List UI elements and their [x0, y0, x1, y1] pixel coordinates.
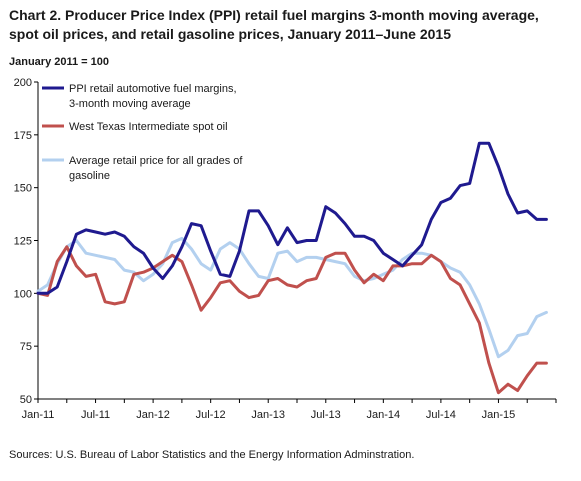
x-tick-label: Jan-12	[136, 409, 170, 421]
x-tick-label: Jan-15	[482, 409, 516, 421]
y-tick-label: 100	[14, 288, 32, 300]
legend-label-3: Average retail price for all grades of	[69, 155, 243, 167]
y-tick-label: 175	[14, 130, 32, 142]
legend-label-2: West Texas Intermediate spot oil	[69, 121, 228, 133]
series-line-1	[36, 141, 548, 295]
x-tick-label: Jul-13	[311, 409, 341, 421]
y-tick-label: 125	[14, 236, 32, 248]
y-tick-label: 50	[20, 394, 32, 406]
x-tick-label: Jul-14	[426, 409, 456, 421]
source-note: Sources: U.S. Bureau of Labor Statistics…	[9, 449, 415, 461]
chart-title: Chart 2. Producer Price Index (PPI) reta…	[9, 7, 539, 42]
x-tick-label: Jan-14	[367, 409, 401, 421]
y-tick-label: 200	[14, 77, 32, 89]
series-line-2	[36, 245, 548, 395]
y-tick-label: 75	[20, 341, 32, 353]
y-axis-unit-label: January 2011 = 100	[9, 56, 109, 68]
legend-label-3: gasoline	[69, 170, 110, 182]
x-tick-label: Jul-12	[196, 409, 226, 421]
series-line-3	[36, 236, 548, 359]
legend-label-1: PPI retail automotive fuel margins,	[69, 83, 237, 95]
legend-label-1: 3-month moving average	[69, 98, 191, 110]
x-tick-label: Jan-11	[22, 409, 55, 421]
x-tick-label: Jul-11	[81, 409, 110, 421]
x-tick-label: Jan-13	[251, 409, 285, 421]
y-tick-label: 150	[14, 183, 32, 195]
